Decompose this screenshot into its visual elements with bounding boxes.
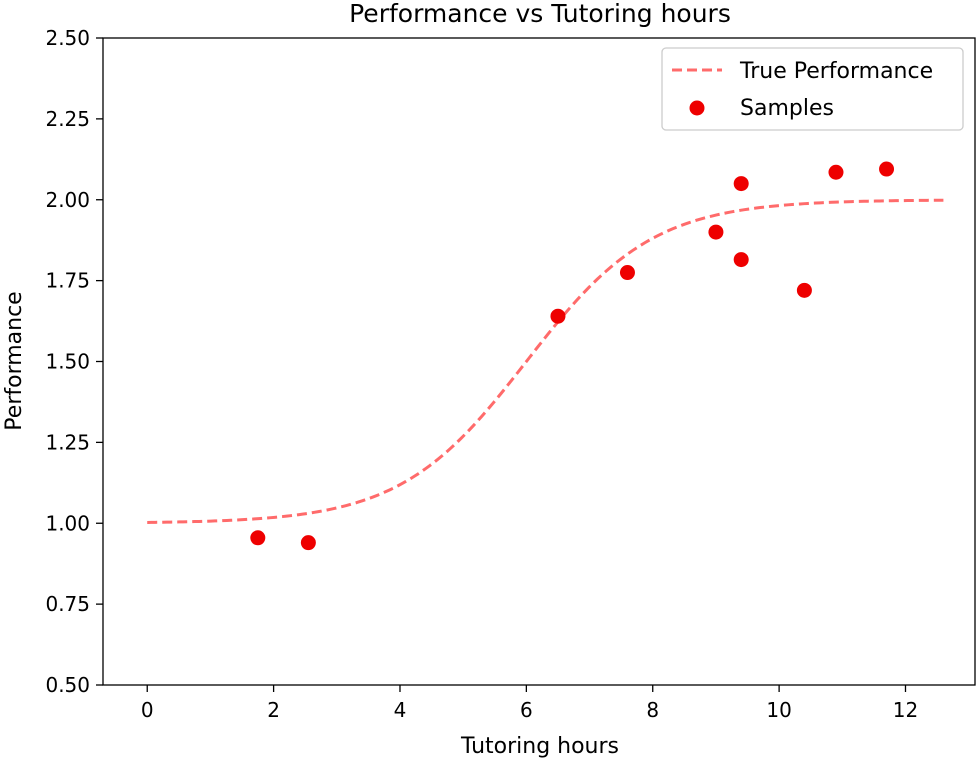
true-performance-layer	[147, 198, 944, 524]
x-tick-label: 2	[267, 698, 280, 722]
sample-point	[250, 530, 266, 546]
true-performance-line	[147, 198, 944, 524]
sample-point	[708, 224, 724, 240]
legend: True Performance Samples	[661, 47, 964, 131]
y-tick-label: 0.50	[45, 673, 90, 697]
samples-layer	[250, 161, 895, 551]
legend-marker-samples	[689, 100, 705, 116]
legend-label-samples: Samples	[740, 96, 834, 121]
y-tick-label: 2.25	[45, 107, 90, 131]
x-axis: 0 2 4 6 8 10 12	[141, 685, 918, 722]
sample-point	[300, 535, 316, 551]
legend-label-true-performance: True Performance	[739, 59, 933, 84]
x-tick-label: 8	[646, 698, 659, 722]
x-tick-label: 12	[893, 698, 918, 722]
sample-point	[733, 252, 749, 268]
y-tick-label: 1.50	[45, 350, 90, 374]
chart-title: Performance vs Tutoring hours	[349, 0, 731, 28]
plot-frame	[102, 37, 976, 686]
sample-point	[619, 265, 635, 281]
x-tick-label: 4	[394, 698, 407, 722]
sample-point	[550, 308, 566, 324]
x-tick-label: 0	[141, 698, 154, 722]
y-axis-label: Performance	[2, 291, 27, 430]
y-tick-label: 1.25	[45, 430, 90, 454]
x-axis-label: Tutoring hours	[460, 734, 619, 759]
y-tick-label: 2.00	[45, 188, 90, 212]
y-tick-label: 1.75	[45, 269, 90, 293]
y-axis: 0.50 0.75 1.00 1.25 1.50 1.75 2.00 2.25 2.50	[45, 26, 103, 697]
y-tick-label: 0.75	[45, 592, 90, 616]
y-tick-label: 2.50	[45, 26, 90, 50]
sample-point	[828, 164, 844, 180]
sample-point	[733, 176, 749, 192]
x-tick-label: 10	[766, 698, 791, 722]
y-tick-label: 1.00	[45, 511, 90, 535]
legend-box	[661, 47, 964, 131]
sample-point	[879, 161, 895, 177]
sample-point	[796, 282, 812, 298]
x-tick-label: 6	[520, 698, 533, 722]
